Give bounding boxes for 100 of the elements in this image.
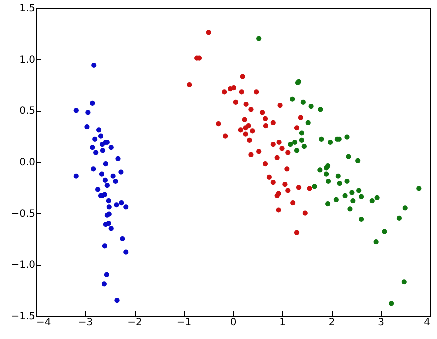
point xyxy=(106,221,112,226)
point xyxy=(344,134,350,140)
point xyxy=(270,180,276,186)
x-tick-label: 2 xyxy=(328,318,336,328)
point xyxy=(370,198,375,204)
point xyxy=(248,152,254,158)
point xyxy=(294,148,300,154)
point xyxy=(256,149,262,154)
point xyxy=(328,140,334,146)
point xyxy=(336,174,341,179)
point xyxy=(256,36,262,42)
point xyxy=(108,226,114,232)
point xyxy=(284,166,290,172)
point xyxy=(116,156,121,162)
point xyxy=(262,116,268,122)
point xyxy=(243,126,248,131)
point xyxy=(307,186,312,192)
point xyxy=(308,104,314,110)
point xyxy=(231,86,237,91)
x-tick-label: 0 xyxy=(230,318,237,328)
y-tick-label: 1.5 xyxy=(20,4,36,14)
x-tick-label: 1 xyxy=(280,318,286,328)
point xyxy=(294,126,300,131)
point xyxy=(99,172,105,177)
point xyxy=(416,186,422,192)
point xyxy=(337,181,342,186)
point xyxy=(396,216,402,222)
y-tick-label: −1.5 xyxy=(11,312,36,322)
x-tick-label: 4 xyxy=(424,318,430,328)
point xyxy=(74,174,79,179)
point xyxy=(282,182,288,188)
y-tick-label: 0.5 xyxy=(20,106,36,118)
point xyxy=(260,110,266,116)
point xyxy=(402,206,408,211)
point xyxy=(296,185,302,190)
point xyxy=(103,162,108,167)
point xyxy=(113,178,118,184)
point xyxy=(288,142,294,148)
point xyxy=(344,178,350,184)
point xyxy=(223,134,228,139)
point xyxy=(206,30,212,36)
point xyxy=(102,282,108,287)
point xyxy=(92,62,97,68)
point xyxy=(278,102,283,108)
point xyxy=(114,298,120,304)
point xyxy=(238,128,244,133)
point xyxy=(243,132,248,137)
point xyxy=(108,145,114,150)
point xyxy=(356,158,361,164)
point xyxy=(319,136,324,142)
point xyxy=(374,240,379,245)
point xyxy=(240,74,246,80)
point xyxy=(290,200,296,206)
point xyxy=(292,140,298,146)
point xyxy=(286,188,291,194)
point xyxy=(298,115,304,120)
point xyxy=(120,236,126,242)
point xyxy=(290,96,296,102)
point xyxy=(358,216,364,222)
point xyxy=(402,280,407,285)
point xyxy=(306,120,311,126)
point xyxy=(280,146,285,152)
point xyxy=(102,244,108,249)
point xyxy=(356,188,362,194)
point xyxy=(74,108,79,114)
point xyxy=(286,150,291,156)
point xyxy=(346,154,352,160)
point xyxy=(106,204,112,210)
point xyxy=(102,192,108,198)
point xyxy=(242,117,248,122)
point xyxy=(318,168,323,173)
point xyxy=(114,202,120,208)
point xyxy=(302,144,307,150)
point xyxy=(382,229,388,234)
point xyxy=(250,128,256,134)
point xyxy=(389,301,394,306)
point xyxy=(98,134,104,139)
point xyxy=(348,206,353,212)
point xyxy=(96,187,101,192)
point xyxy=(118,170,124,175)
point xyxy=(92,136,98,142)
point xyxy=(326,178,332,184)
x-tick-label: −4 xyxy=(36,318,52,328)
point xyxy=(270,120,276,126)
point xyxy=(254,90,260,95)
y-tick-label: −0.5 xyxy=(11,208,36,220)
point xyxy=(324,172,330,177)
point xyxy=(222,90,228,95)
point xyxy=(110,174,116,179)
point xyxy=(106,198,112,204)
point xyxy=(124,204,129,210)
x-tick-label: −3 xyxy=(78,318,94,328)
y-tick-label: 1.0 xyxy=(20,54,36,66)
point xyxy=(124,250,129,255)
x-tick-label: 3 xyxy=(378,318,384,328)
point xyxy=(300,100,306,105)
point xyxy=(326,202,331,207)
point xyxy=(100,148,106,154)
y-tick-label: 0.0 xyxy=(20,158,36,168)
point xyxy=(299,130,304,136)
